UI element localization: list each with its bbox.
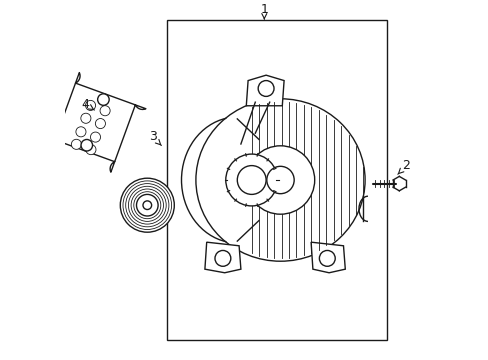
Text: 3: 3 bbox=[148, 130, 161, 145]
Circle shape bbox=[81, 139, 92, 151]
Circle shape bbox=[81, 113, 91, 123]
Circle shape bbox=[237, 166, 265, 194]
Circle shape bbox=[86, 145, 96, 155]
Text: 4: 4 bbox=[81, 98, 94, 111]
Polygon shape bbox=[44, 73, 145, 172]
Circle shape bbox=[319, 251, 335, 266]
Circle shape bbox=[90, 132, 101, 142]
Text: 2: 2 bbox=[397, 159, 409, 174]
Circle shape bbox=[120, 178, 174, 232]
Circle shape bbox=[100, 106, 110, 116]
Polygon shape bbox=[310, 242, 345, 273]
Polygon shape bbox=[246, 75, 284, 106]
Circle shape bbox=[225, 154, 277, 206]
Circle shape bbox=[136, 194, 158, 216]
Circle shape bbox=[258, 81, 273, 96]
Bar bbox=[167, 20, 386, 340]
Ellipse shape bbox=[196, 99, 365, 261]
Circle shape bbox=[98, 94, 109, 105]
Circle shape bbox=[266, 166, 294, 194]
Circle shape bbox=[246, 146, 314, 214]
Text: 1: 1 bbox=[260, 3, 268, 19]
Circle shape bbox=[85, 100, 95, 111]
Circle shape bbox=[215, 251, 230, 266]
Circle shape bbox=[142, 201, 151, 210]
Circle shape bbox=[76, 127, 86, 137]
Circle shape bbox=[71, 139, 81, 149]
Circle shape bbox=[95, 118, 105, 129]
Polygon shape bbox=[204, 242, 241, 273]
